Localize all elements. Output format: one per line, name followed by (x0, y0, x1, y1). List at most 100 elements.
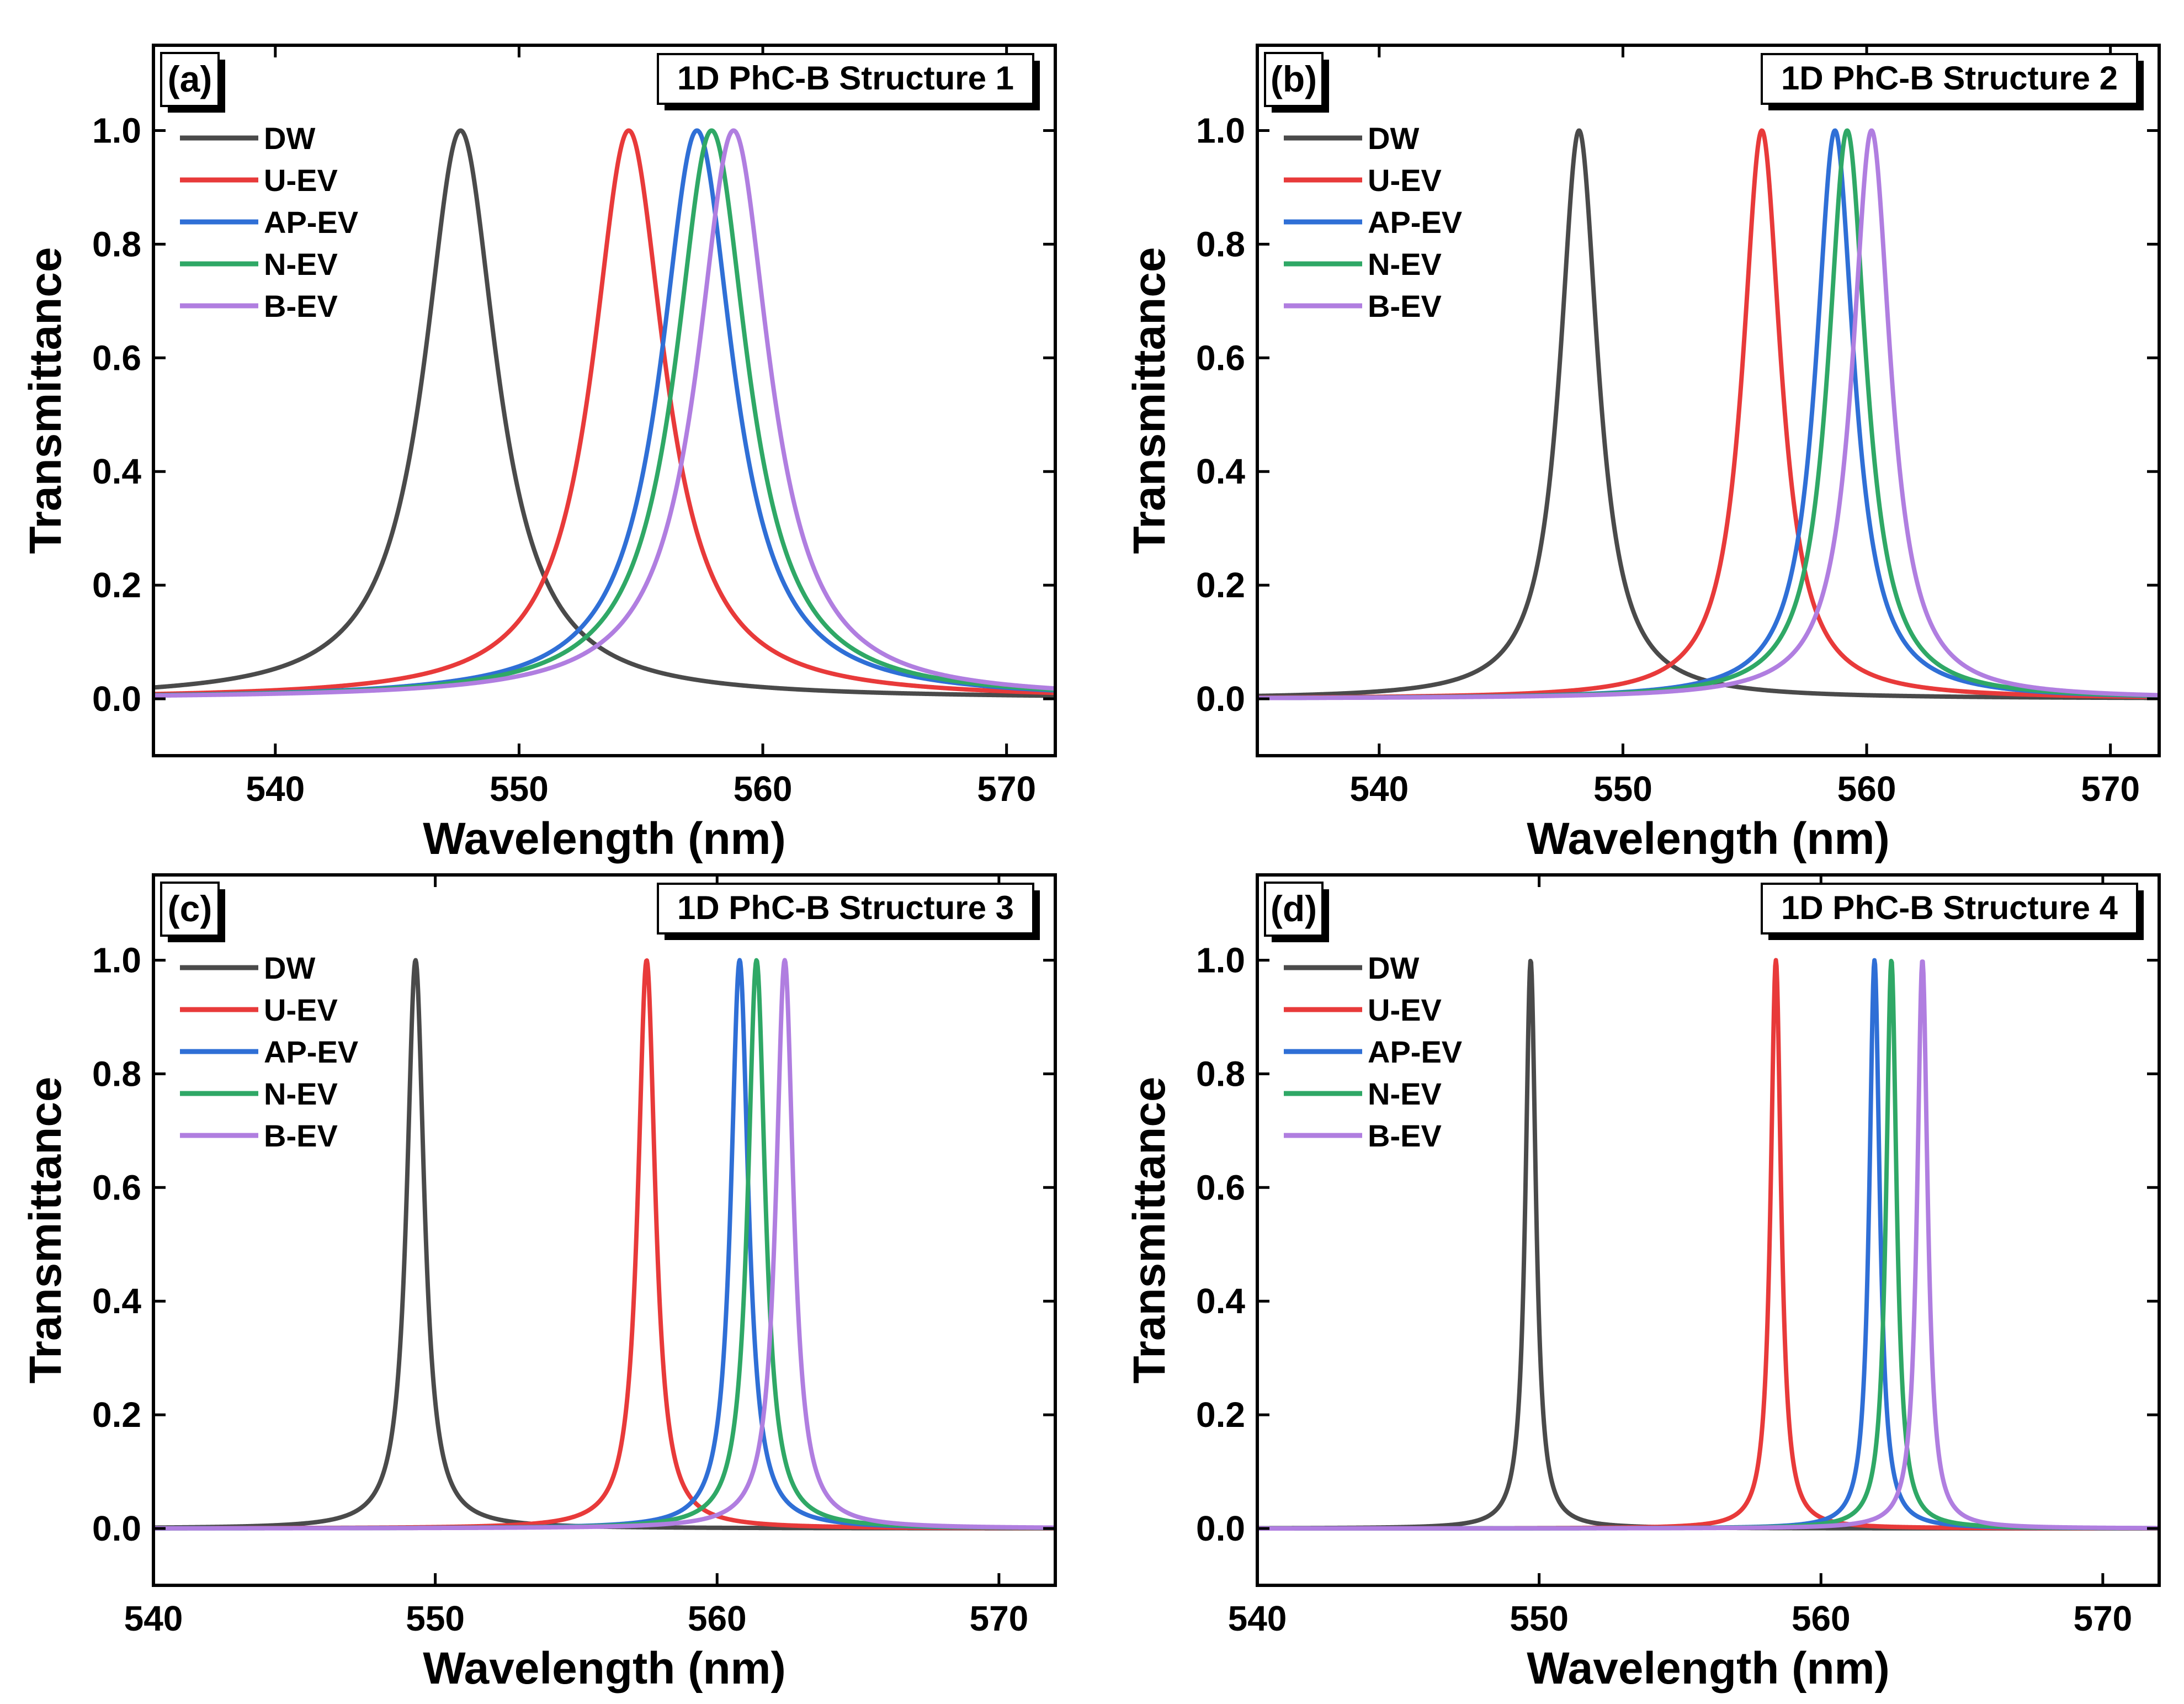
chart-title: 1D PhC-B Structure 2 (1781, 60, 2118, 97)
legend-label-n-ev: N-EV (264, 247, 338, 282)
x-tick-label: 540 (246, 769, 305, 809)
series-line-b-ev (1257, 128, 2159, 700)
legend: DW U-EV AP-EV N-EV B-EV (180, 951, 358, 1153)
x-tick-label: 550 (1510, 1599, 1569, 1638)
panel-label-box (160, 52, 220, 107)
legend-label-dw: DW (264, 951, 315, 985)
legend-label-u-ev: U-EV (264, 163, 338, 198)
y-tick-label: 0.8 (92, 1054, 141, 1093)
x-tick-label: 560 (1792, 1599, 1851, 1638)
chart-panel-3: 540 550 560 570 0.0 0.2 0.4 0.6 0.8 1.0 Wavelength… (20, 873, 1057, 1694)
legend-label-ap-ev: AP-EV (264, 1034, 358, 1069)
panel-label-box (1264, 882, 1324, 937)
x-tick-label: 570 (2073, 1599, 2132, 1638)
y-tick-label: 0.2 (92, 1395, 141, 1435)
y-tick-label: 0.8 (92, 224, 141, 264)
series-group (153, 958, 1055, 1531)
chart-panel-2: 540 550 560 570 0.0 0.2 0.4 0.6 0.8 1.0 Wavelength… (1124, 44, 2161, 864)
legend-label-n-ev: N-EV (264, 1076, 338, 1111)
y-axis-title: Transmittance (1124, 1077, 1175, 1384)
y-axis-title: Transmittance (20, 1077, 71, 1384)
panel-label: (d) (1271, 888, 1317, 929)
series-line-u-ev (153, 128, 1055, 697)
y-tick-label: 0.0 (1196, 679, 1245, 719)
x-tick-label: 540 (1228, 1599, 1287, 1638)
series-group (153, 128, 1055, 698)
x-tick-label: 550 (406, 1599, 465, 1638)
y-tick-label: 0.6 (92, 338, 141, 378)
series-line-dw (153, 128, 1055, 698)
legend: DW U-EV AP-EV N-EV B-EV (180, 121, 358, 323)
x-tick-label: 550 (1593, 769, 1652, 809)
legend-label-dw: DW (264, 121, 315, 156)
legend-label-u-ev: U-EV (1368, 163, 1442, 198)
y-axis-title: Transmittance (1124, 247, 1175, 554)
title-box (1761, 883, 2138, 935)
legend-label-u-ev: U-EV (1368, 992, 1442, 1027)
x-tick-label: 550 (490, 769, 549, 809)
y-tick-label: 0.0 (92, 1509, 141, 1548)
y-tick-label: 1.0 (1196, 110, 1245, 150)
chart-title: 1D PhC-B Structure 4 (1781, 889, 2118, 926)
y-tick-label: 0.2 (92, 565, 141, 605)
x-axis-title: Wavelength (nm) (1527, 1643, 1890, 1694)
y-tick-label: 0.8 (1196, 224, 1245, 264)
plot-frame (1256, 873, 2161, 1587)
x-axis-title: Wavelength (nm) (1527, 814, 1890, 864)
y-tick-label: 1.0 (92, 110, 141, 150)
legend: DW U-EV AP-EV N-EV B-EV (1284, 951, 1462, 1153)
chart-title: 1D PhC-B Structure 3 (677, 889, 1014, 926)
x-axis-title: Wavelength (nm) (423, 814, 786, 864)
legend-label-u-ev: U-EV (264, 992, 338, 1027)
x-tick-label: 560 (688, 1599, 747, 1638)
x-tick-label: 540 (1349, 769, 1409, 809)
legend-label-dw: DW (1368, 121, 1419, 156)
plot-frame (152, 44, 1057, 757)
y-tick-label: 0.0 (92, 679, 141, 719)
y-tick-label: 0.6 (92, 1167, 141, 1207)
series-group (1257, 128, 2159, 700)
x-tick-label: 540 (124, 1599, 183, 1638)
plot-frame (152, 873, 1057, 1587)
chart-title: 1D PhC-B Structure 1 (677, 60, 1014, 97)
y-tick-label: 0.6 (1196, 338, 1245, 378)
y-tick-label: 0.8 (1196, 1054, 1245, 1093)
legend-label-ap-ev: AP-EV (1368, 205, 1462, 240)
legend-label-b-ev: B-EV (1368, 1118, 1442, 1153)
panel-label-box (1264, 52, 1324, 107)
y-tick-label: 0.4 (92, 1281, 141, 1321)
x-tick-label: 560 (734, 769, 793, 809)
legend-label-n-ev: N-EV (1368, 1076, 1442, 1111)
y-tick-label: 0.0 (1196, 1509, 1245, 1548)
x-axis-title: Wavelength (nm) (423, 1643, 786, 1694)
chart-panel-4: 540 550 560 570 0.0 0.2 0.4 0.6 0.8 1.0 Wavelength… (1124, 873, 2161, 1694)
title-box (657, 53, 1034, 105)
panel-label-box (160, 882, 220, 937)
series-line-b-ev (153, 128, 1055, 698)
plot-frame (1256, 44, 2161, 757)
x-tick-label: 570 (977, 769, 1036, 809)
panel-label: (b) (1271, 59, 1317, 99)
y-tick-label: 0.2 (1196, 1395, 1245, 1435)
legend: DW U-EV AP-EV N-EV B-EV (1284, 121, 1462, 323)
y-axis-title: Transmittance (20, 247, 71, 554)
legend-label-ap-ev: AP-EV (1368, 1034, 1462, 1069)
y-tick-label: 1.0 (92, 940, 141, 980)
series-line-b-ev (1257, 959, 2159, 1531)
x-tick-label: 560 (1837, 769, 1896, 809)
legend-label-b-ev: B-EV (1368, 289, 1442, 323)
y-tick-label: 0.2 (1196, 565, 1245, 605)
panel-label: (a) (168, 59, 212, 99)
chart-panel-1: 540 550 560 570 0.0 0.2 0.4 0.6 0.8 1.0 Wavelength… (20, 44, 1057, 864)
y-tick-label: 0.4 (92, 452, 141, 491)
legend-label-b-ev: B-EV (264, 289, 338, 323)
legend-label-ap-ev: AP-EV (264, 205, 358, 240)
y-tick-label: 0.4 (1196, 452, 1245, 491)
title-box (657, 883, 1034, 935)
x-tick-label: 570 (969, 1599, 1028, 1638)
legend-label-b-ev: B-EV (264, 1118, 338, 1153)
series-group (1257, 958, 2159, 1531)
y-tick-label: 0.4 (1196, 1281, 1245, 1321)
legend-label-n-ev: N-EV (1368, 247, 1442, 282)
